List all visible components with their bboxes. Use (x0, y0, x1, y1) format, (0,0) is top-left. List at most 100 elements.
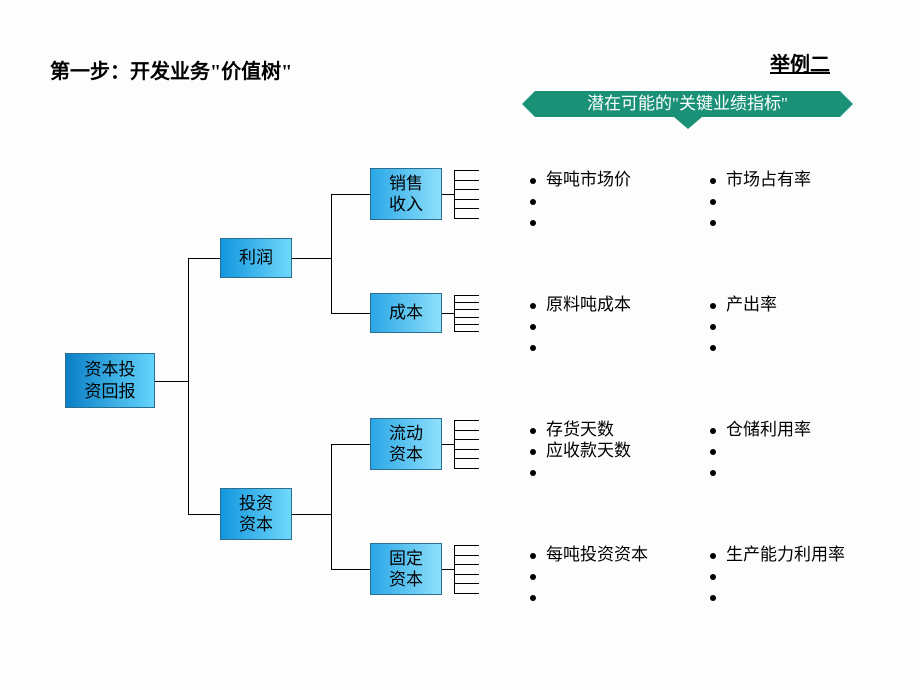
comb-tick (454, 331, 479, 332)
comb-tick (454, 430, 479, 431)
connector-v (331, 194, 332, 313)
bullet-dot-icon (710, 220, 716, 226)
bullet-row (710, 441, 811, 462)
bullet-row: 市场占有率 (710, 170, 811, 191)
bullet-row (710, 587, 845, 608)
comb-tick (454, 170, 479, 171)
bullet-label: 原料吨成本 (546, 296, 631, 315)
kpi-banner-text: 潜在可能的"关键业绩指标" (587, 94, 788, 113)
comb-tick (454, 583, 479, 584)
node-capital-l2: 资本 (239, 514, 273, 535)
comb-tick (454, 458, 479, 459)
node-cost-label: 成本 (389, 302, 423, 323)
bullet-row: 每吨市场价 (530, 170, 631, 191)
comb-tick (454, 309, 479, 310)
connector-h (331, 569, 370, 570)
bullet-dot-icon (710, 303, 716, 309)
node-roic: 资本投 资回报 (65, 353, 155, 408)
comb-tick (454, 218, 479, 219)
bullet-dot-icon (530, 595, 536, 601)
node-working-l1: 流动 (389, 423, 423, 444)
node-capital-l1: 投资 (239, 493, 273, 514)
bullet-dot-icon (530, 324, 536, 330)
comb (454, 420, 484, 468)
connector-h (331, 444, 370, 445)
comb-tick (454, 545, 479, 546)
bullet-row: 每吨投资资本 (530, 545, 648, 566)
connector-h (442, 444, 454, 445)
bullet-row: 产出率 (710, 295, 777, 316)
bullet-dot-icon (710, 428, 716, 434)
bullet-dot-icon (710, 595, 716, 601)
bullet-row (710, 191, 811, 212)
bullet-dot-icon (530, 428, 536, 434)
comb-tick (454, 199, 479, 200)
bullet-dot-icon (530, 449, 536, 455)
comb-spine (454, 420, 455, 468)
comb-tick (454, 439, 479, 440)
comb-spine (454, 170, 455, 218)
bullet-row: 原料吨成本 (530, 295, 631, 316)
comb (454, 545, 484, 593)
bullet-dot-icon (710, 324, 716, 330)
comb-tick (454, 449, 479, 450)
connector-h (331, 194, 370, 195)
bullet-label: 市场占有率 (726, 171, 811, 190)
bullet-row (710, 316, 777, 337)
node-capital: 投资 资本 (220, 488, 292, 540)
bullet-dot-icon (710, 574, 716, 580)
comb-tick (454, 180, 479, 181)
bullet-label: 生产能力利用率 (726, 546, 845, 565)
bullet-dot-icon (530, 574, 536, 580)
bullet-row: 仓储利用率 (710, 420, 811, 441)
comb-spine (454, 545, 455, 593)
bullet-row (530, 337, 631, 358)
bullets-working-col2: 仓储利用率 (710, 420, 811, 483)
banner-tail-icon (674, 117, 702, 129)
bullet-dot-icon (710, 178, 716, 184)
connector-h (188, 258, 221, 259)
page-title: 第一步：开发业务"价值树" (50, 55, 292, 84)
bullet-row (530, 212, 631, 233)
bullet-dot-icon (530, 553, 536, 559)
bullet-label: 存货天数 (546, 421, 614, 440)
bullets-cost-col2: 产出率 (710, 295, 777, 358)
bullet-row (710, 212, 811, 233)
node-profit-label: 利润 (239, 247, 273, 268)
bullet-label: 每吨投资资本 (546, 546, 648, 565)
connector-h (442, 313, 454, 314)
bullet-dot-icon (530, 178, 536, 184)
node-cost: 成本 (370, 293, 442, 333)
connector-v (188, 258, 189, 514)
bullet-dot-icon (710, 345, 716, 351)
bullet-label: 每吨市场价 (546, 171, 631, 190)
comb (454, 170, 484, 218)
node-profit: 利润 (220, 238, 292, 278)
bullet-row (530, 587, 648, 608)
connector-h (442, 194, 454, 195)
comb-tick (454, 420, 479, 421)
node-working: 流动 资本 (370, 418, 442, 470)
comb-tick (454, 468, 479, 469)
kpi-banner: 潜在可能的"关键业绩指标" (535, 91, 840, 117)
node-sales-l1: 销售 (389, 173, 423, 194)
example-label: 举例二 (770, 48, 830, 77)
bullet-row (530, 462, 631, 483)
node-sales: 销售 收入 (370, 168, 442, 220)
comb-spine (454, 295, 455, 331)
bullets-fixed-col1: 每吨投资资本 (530, 545, 648, 608)
bullet-row (710, 462, 811, 483)
bullet-label: 应收款天数 (546, 442, 631, 461)
comb-tick (454, 302, 479, 303)
connector-v (331, 444, 332, 569)
comb-tick (454, 564, 479, 565)
node-sales-l2: 收入 (389, 194, 423, 215)
bullet-dot-icon (530, 303, 536, 309)
comb-tick (454, 317, 479, 318)
bullet-label: 产出率 (726, 296, 777, 315)
bullet-row (710, 337, 777, 358)
bullet-dot-icon (710, 449, 716, 455)
node-fixed-l2: 资本 (389, 569, 423, 590)
bullet-row (530, 191, 631, 212)
comb (454, 295, 484, 331)
